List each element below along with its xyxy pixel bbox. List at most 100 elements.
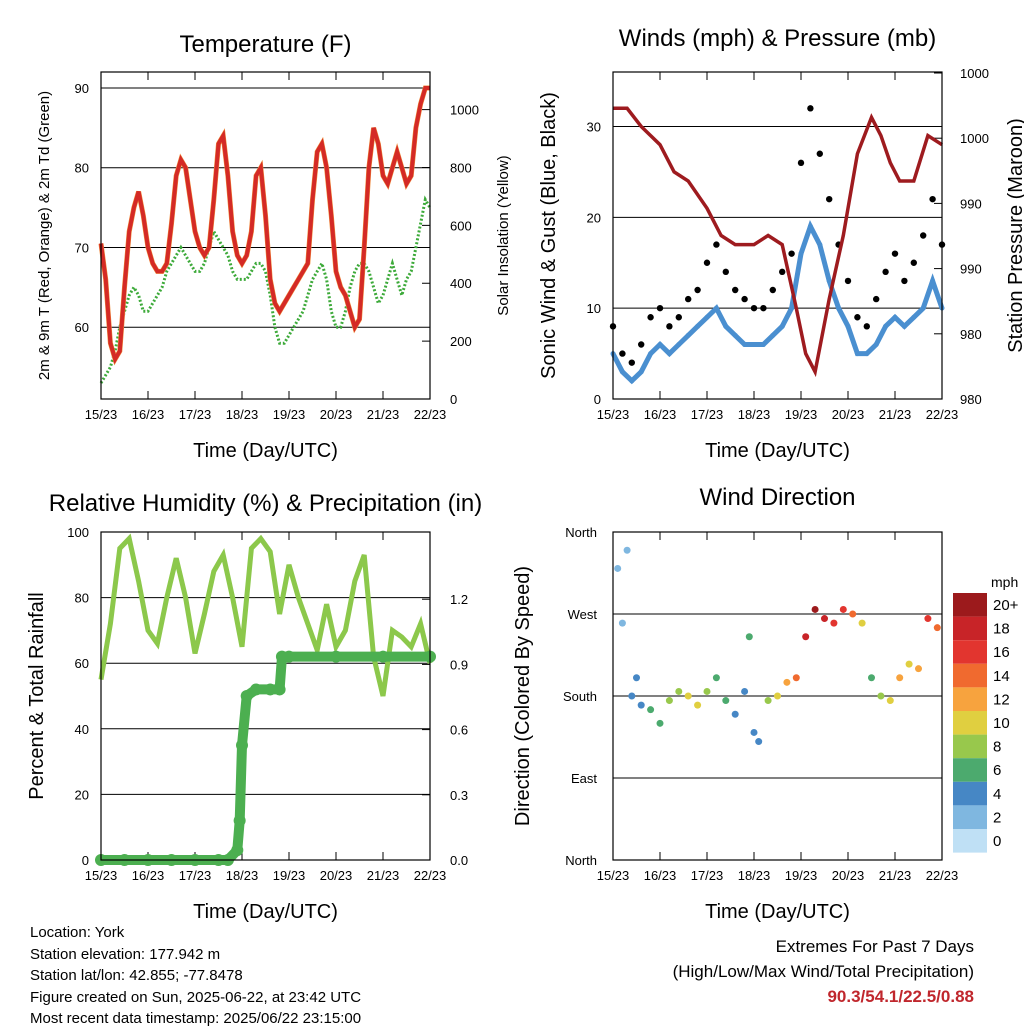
direction-point (722, 697, 730, 705)
plot-border (100, 71, 431, 400)
x-tick-label: 18/23 (226, 868, 259, 883)
y-tick-label: North (565, 853, 597, 868)
direction-point (623, 546, 631, 554)
wind-point (826, 278, 832, 284)
wind-point (911, 314, 917, 320)
gust-point (656, 304, 664, 312)
y2-tick-label: 980 (960, 392, 982, 407)
direction-point (811, 605, 819, 613)
x-tick-label: 20/23 (320, 407, 353, 422)
direction-point (731, 710, 739, 718)
direction-point (915, 665, 922, 673)
direction-point (896, 674, 904, 682)
rh-series (98, 533, 433, 697)
x-tick-label: 22/23 (414, 407, 447, 422)
x-tick-label: 15/23 (597, 868, 630, 883)
wind-point (685, 332, 691, 338)
y2-tick-label: 200 (450, 334, 472, 349)
legend-swatch (953, 593, 987, 617)
direction-point (933, 624, 941, 632)
extremes-summary: Extremes For Past 7 Days (High/Low/Max W… (673, 934, 974, 1009)
y-tick-label: 0 (594, 392, 601, 407)
x-tick-label: 19/23 (273, 407, 306, 422)
direction-point (712, 674, 720, 682)
wind-point (798, 251, 804, 257)
extremes-subtitle: (High/Low/Max Wind/Total Precipitation) (672, 962, 974, 981)
y2-tick-label: 1.2 (450, 592, 468, 607)
wind-point (807, 223, 813, 229)
winds-pressure-chart: Winds (mph) & Pressure (mb) Time (Day/UTC… (538, 25, 1024, 462)
y-tick-label: 70 (75, 240, 89, 255)
precip-point (283, 650, 295, 663)
direction-point (633, 674, 640, 682)
gust-point (732, 286, 739, 294)
x-axis-label: Time (Day/UTC) (193, 901, 338, 923)
x-tick-label: 15/23 (597, 407, 630, 422)
precip-point (236, 739, 248, 752)
y-axis-label: Direction (Colored By Speed) (512, 566, 534, 826)
legend-swatch (953, 734, 987, 759)
x-tick-label: 16/23 (644, 407, 677, 422)
x-tick-label: 15/23 (85, 868, 118, 883)
direction-point (783, 678, 791, 686)
wind-point (619, 369, 625, 375)
y-axis-label: 2m & 9m T (Red, Orange) & 2m Td (Green) (36, 91, 53, 380)
x-tick-label: 22/23 (926, 407, 959, 422)
elevation-text: Station elevation: 177.942 m (30, 945, 221, 963)
gust-point (628, 359, 635, 366)
wind-point (873, 342, 879, 347)
wind-direction-chart: Wind Direction Time (Day/UTC) Direction (C… (512, 484, 1019, 923)
direction-point (665, 697, 673, 705)
legend-label: 16 (993, 644, 1010, 661)
wind-point (892, 314, 898, 320)
y-axis-label: Percent & Total Rainfall (26, 592, 48, 800)
y2-tick-label: 0 (450, 392, 457, 407)
gust-point (826, 195, 833, 203)
gust-point (666, 323, 673, 330)
legend-label: 18 (993, 621, 1010, 638)
direction-point (830, 619, 838, 627)
extremes-values: 90.3/54.1/22.5/0.88 (827, 987, 974, 1006)
direction-point (839, 605, 847, 613)
wind-point (770, 332, 776, 338)
legend-swatch (953, 640, 987, 664)
direction-point (741, 687, 749, 695)
direction-point (802, 633, 810, 641)
y2-tick-label: 0.3 (450, 788, 468, 803)
wind-point (638, 369, 644, 375)
legend-swatch (953, 829, 987, 853)
legend-label: 6 (993, 762, 1001, 779)
x-tick-label: 16/23 (132, 868, 165, 883)
gust-point (760, 304, 767, 312)
y2-tick-label: 0.6 (450, 723, 468, 738)
direction-point (750, 728, 758, 736)
wind-point (854, 351, 860, 357)
x-tick-label: 20/23 (832, 407, 865, 422)
precip-point (264, 683, 277, 696)
direction-point (618, 619, 626, 627)
gust-point (779, 268, 786, 276)
gust-point (910, 259, 917, 266)
recent-timestamp-text: Most recent data timestamp: 2025/06/22 2… (30, 1010, 362, 1027)
wind-point (751, 342, 757, 347)
x-tick-label: 18/23 (226, 407, 259, 422)
gust-point (750, 304, 758, 312)
direction-point (628, 692, 636, 700)
legend-label: 20+ (993, 597, 1019, 614)
gust-point (920, 232, 927, 239)
gust-point (929, 195, 936, 203)
wind-point (704, 314, 710, 320)
gust-point (685, 295, 692, 303)
gust-point (788, 250, 795, 257)
legend-label: 0 (993, 833, 1001, 850)
direction-point (755, 738, 763, 746)
x-tick-label: 17/23 (691, 407, 724, 422)
direction-point (745, 633, 753, 641)
y-tick-label: 40 (75, 722, 89, 737)
wind-point (648, 351, 654, 357)
precip-point (240, 690, 253, 702)
wind-point (864, 351, 870, 357)
direction-point (694, 701, 702, 709)
direction-point (858, 619, 866, 627)
y-tick-label: 80 (75, 591, 89, 606)
